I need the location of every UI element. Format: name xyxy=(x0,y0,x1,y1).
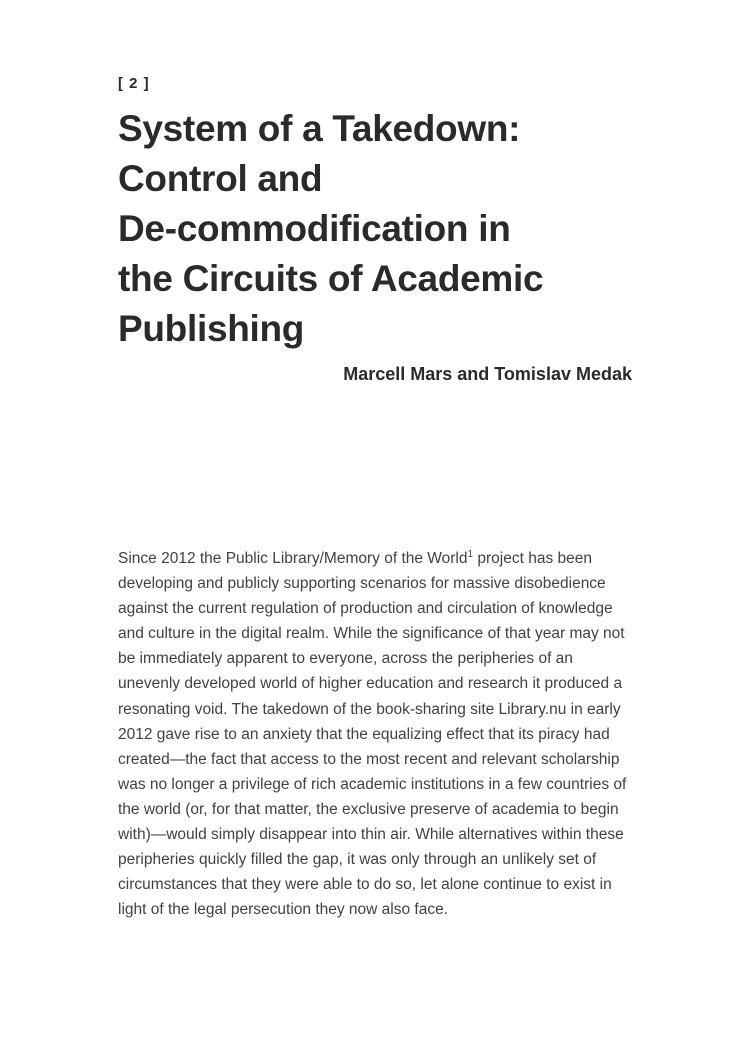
page-number: [ 2 ] xyxy=(118,75,150,92)
article-title-line: De-commodification in xyxy=(118,208,511,249)
article-title-line: System of a Takedown: xyxy=(118,108,521,149)
article-title-line: Control and xyxy=(118,158,323,199)
footnote-marker: 1 xyxy=(467,548,474,560)
body-paragraph: Since 2012 the Public Library/Memory of … xyxy=(118,546,634,922)
article-title: System of a Takedown: Control and De-com… xyxy=(118,104,640,354)
body-text-before-footnote: Since 2012 the Public Library/Memory of … xyxy=(118,550,468,567)
author-byline: Marcell Mars and Tomislav Medak xyxy=(343,364,632,384)
body-text-after-footnote: project has been developing and publicly… xyxy=(118,550,627,919)
article-title-line: Publishing xyxy=(118,308,305,349)
article-title-line: the Circuits of Academic xyxy=(118,258,544,299)
